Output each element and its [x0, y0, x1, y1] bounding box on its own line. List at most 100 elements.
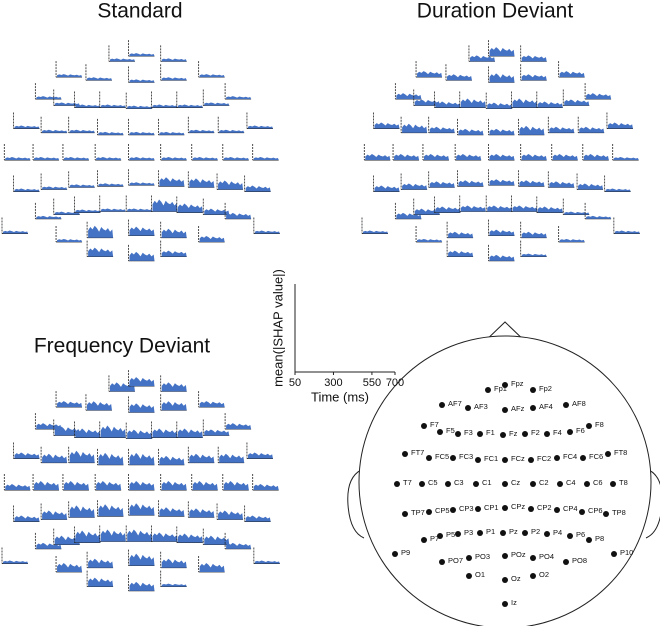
- mini-shap-area: [374, 185, 400, 192]
- mini-shap-area: [417, 238, 443, 242]
- mini-shap-area: [583, 154, 609, 161]
- electrode-label: Fz: [509, 429, 518, 438]
- electrode: [522, 431, 528, 437]
- mini-shap-area: [57, 562, 83, 572]
- electrode: [485, 387, 491, 393]
- electrode: [567, 429, 573, 435]
- mini-shap-area: [54, 211, 80, 215]
- mini-shap-area: [100, 208, 126, 212]
- electrode: [502, 601, 508, 607]
- mini-shap-area: [396, 212, 422, 219]
- electrode: [530, 573, 536, 579]
- electrode-label: Pz: [509, 527, 518, 536]
- mini-shap-area: [129, 377, 155, 387]
- electrode-label: P4: [553, 528, 562, 537]
- mini-shap-area: [129, 251, 155, 261]
- mini-shap-area: [204, 102, 230, 106]
- electrode-label: P7: [430, 534, 439, 543]
- mini-shap-area: [98, 452, 124, 465]
- mini-shap-area: [127, 105, 153, 109]
- mini-shap-area: [129, 157, 155, 161]
- electrode: [465, 405, 471, 411]
- electrode: [466, 555, 472, 561]
- electrode-label: CP6: [588, 506, 603, 515]
- mini-shap-area: [42, 510, 68, 520]
- mini-shap-area: [226, 542, 252, 549]
- electrode-label: PO4: [539, 552, 554, 561]
- mini-shap-area: [57, 74, 83, 78]
- mini-shap-area: [199, 235, 225, 242]
- mini-shap-area: [42, 129, 68, 133]
- electrode-label: P9: [401, 548, 410, 557]
- mini-shap-area: [88, 558, 114, 568]
- electrode: [563, 402, 569, 408]
- electrode-label: CP2: [537, 503, 552, 512]
- mini-shap-area: [519, 125, 545, 135]
- mini-shap-area: [161, 583, 187, 587]
- mini-shap-area: [363, 230, 388, 234]
- electrode: [563, 559, 569, 565]
- electrode: [530, 387, 536, 393]
- mini-shap-area: [552, 154, 578, 161]
- mini-shap-area: [254, 230, 280, 234]
- mini-shap-area: [14, 125, 40, 129]
- electrode: [455, 531, 461, 537]
- mini-shap-area: [219, 453, 245, 463]
- electrode: [603, 511, 609, 517]
- mini-shap-area: [247, 452, 273, 459]
- mini-shap-area: [549, 126, 575, 133]
- mini-shap-area: [57, 238, 83, 242]
- electrode-label: Fpz: [511, 379, 524, 388]
- mini-shap-area: [129, 581, 155, 591]
- electrode-label: C5: [428, 478, 438, 487]
- electrode-label: FC6: [589, 452, 603, 461]
- electrode: [544, 531, 550, 537]
- mini-shap-area: [489, 254, 515, 261]
- electrode-label: P8: [595, 534, 604, 543]
- mini-shap-area: [177, 428, 203, 438]
- electrode-label: Oz: [511, 574, 521, 583]
- electrode-label: FT8: [614, 448, 627, 457]
- electrode-label: P10: [620, 548, 633, 557]
- mini-shap-area: [199, 74, 225, 78]
- mini-shap-area: [204, 429, 230, 436]
- electrode: [502, 407, 508, 413]
- electrode: [402, 511, 408, 517]
- electrode-label: Iz: [511, 598, 517, 607]
- mini-shap-area: [69, 129, 95, 133]
- mini-shap-area: [254, 560, 280, 564]
- mini-shap-area: [402, 183, 428, 190]
- electrode: [450, 507, 456, 513]
- mini-shap-area: [159, 507, 185, 517]
- panel-title: Duration Deviant: [417, 0, 574, 23]
- mini-shap-area: [129, 53, 155, 57]
- electrode-label: Fp2: [539, 384, 552, 393]
- electrode: [419, 481, 425, 487]
- mini-shap-area: [159, 455, 185, 465]
- electrode: [554, 455, 560, 461]
- mini-shap-area: [487, 102, 513, 109]
- mini-shap-area: [129, 226, 155, 236]
- electrode: [584, 481, 590, 487]
- mini-shap-area: [607, 122, 633, 129]
- key-axes: [294, 284, 395, 373]
- mini-shap-area: [489, 47, 515, 57]
- mini-shap-area: [69, 184, 95, 188]
- electrode: [544, 431, 550, 437]
- electrode-label: CP1: [484, 503, 499, 512]
- electrode: [502, 577, 508, 583]
- electrode-label: Fp1: [494, 384, 507, 393]
- mini-shap-area: [247, 125, 273, 129]
- electrode-label: AF3: [474, 402, 488, 411]
- electrode: [586, 537, 592, 543]
- mini-shap-area: [586, 93, 612, 100]
- mini-shap-area: [129, 481, 155, 491]
- mini-shap-area: [96, 481, 122, 491]
- mini-shap-area: [448, 231, 474, 238]
- mini-shap-area: [69, 450, 95, 463]
- mini-shap-area: [63, 481, 89, 491]
- mini-shap-area: [521, 55, 547, 62]
- mini-shap-area: [127, 429, 153, 439]
- mini-shap-area: [42, 453, 68, 463]
- mini-shap-area: [245, 515, 271, 522]
